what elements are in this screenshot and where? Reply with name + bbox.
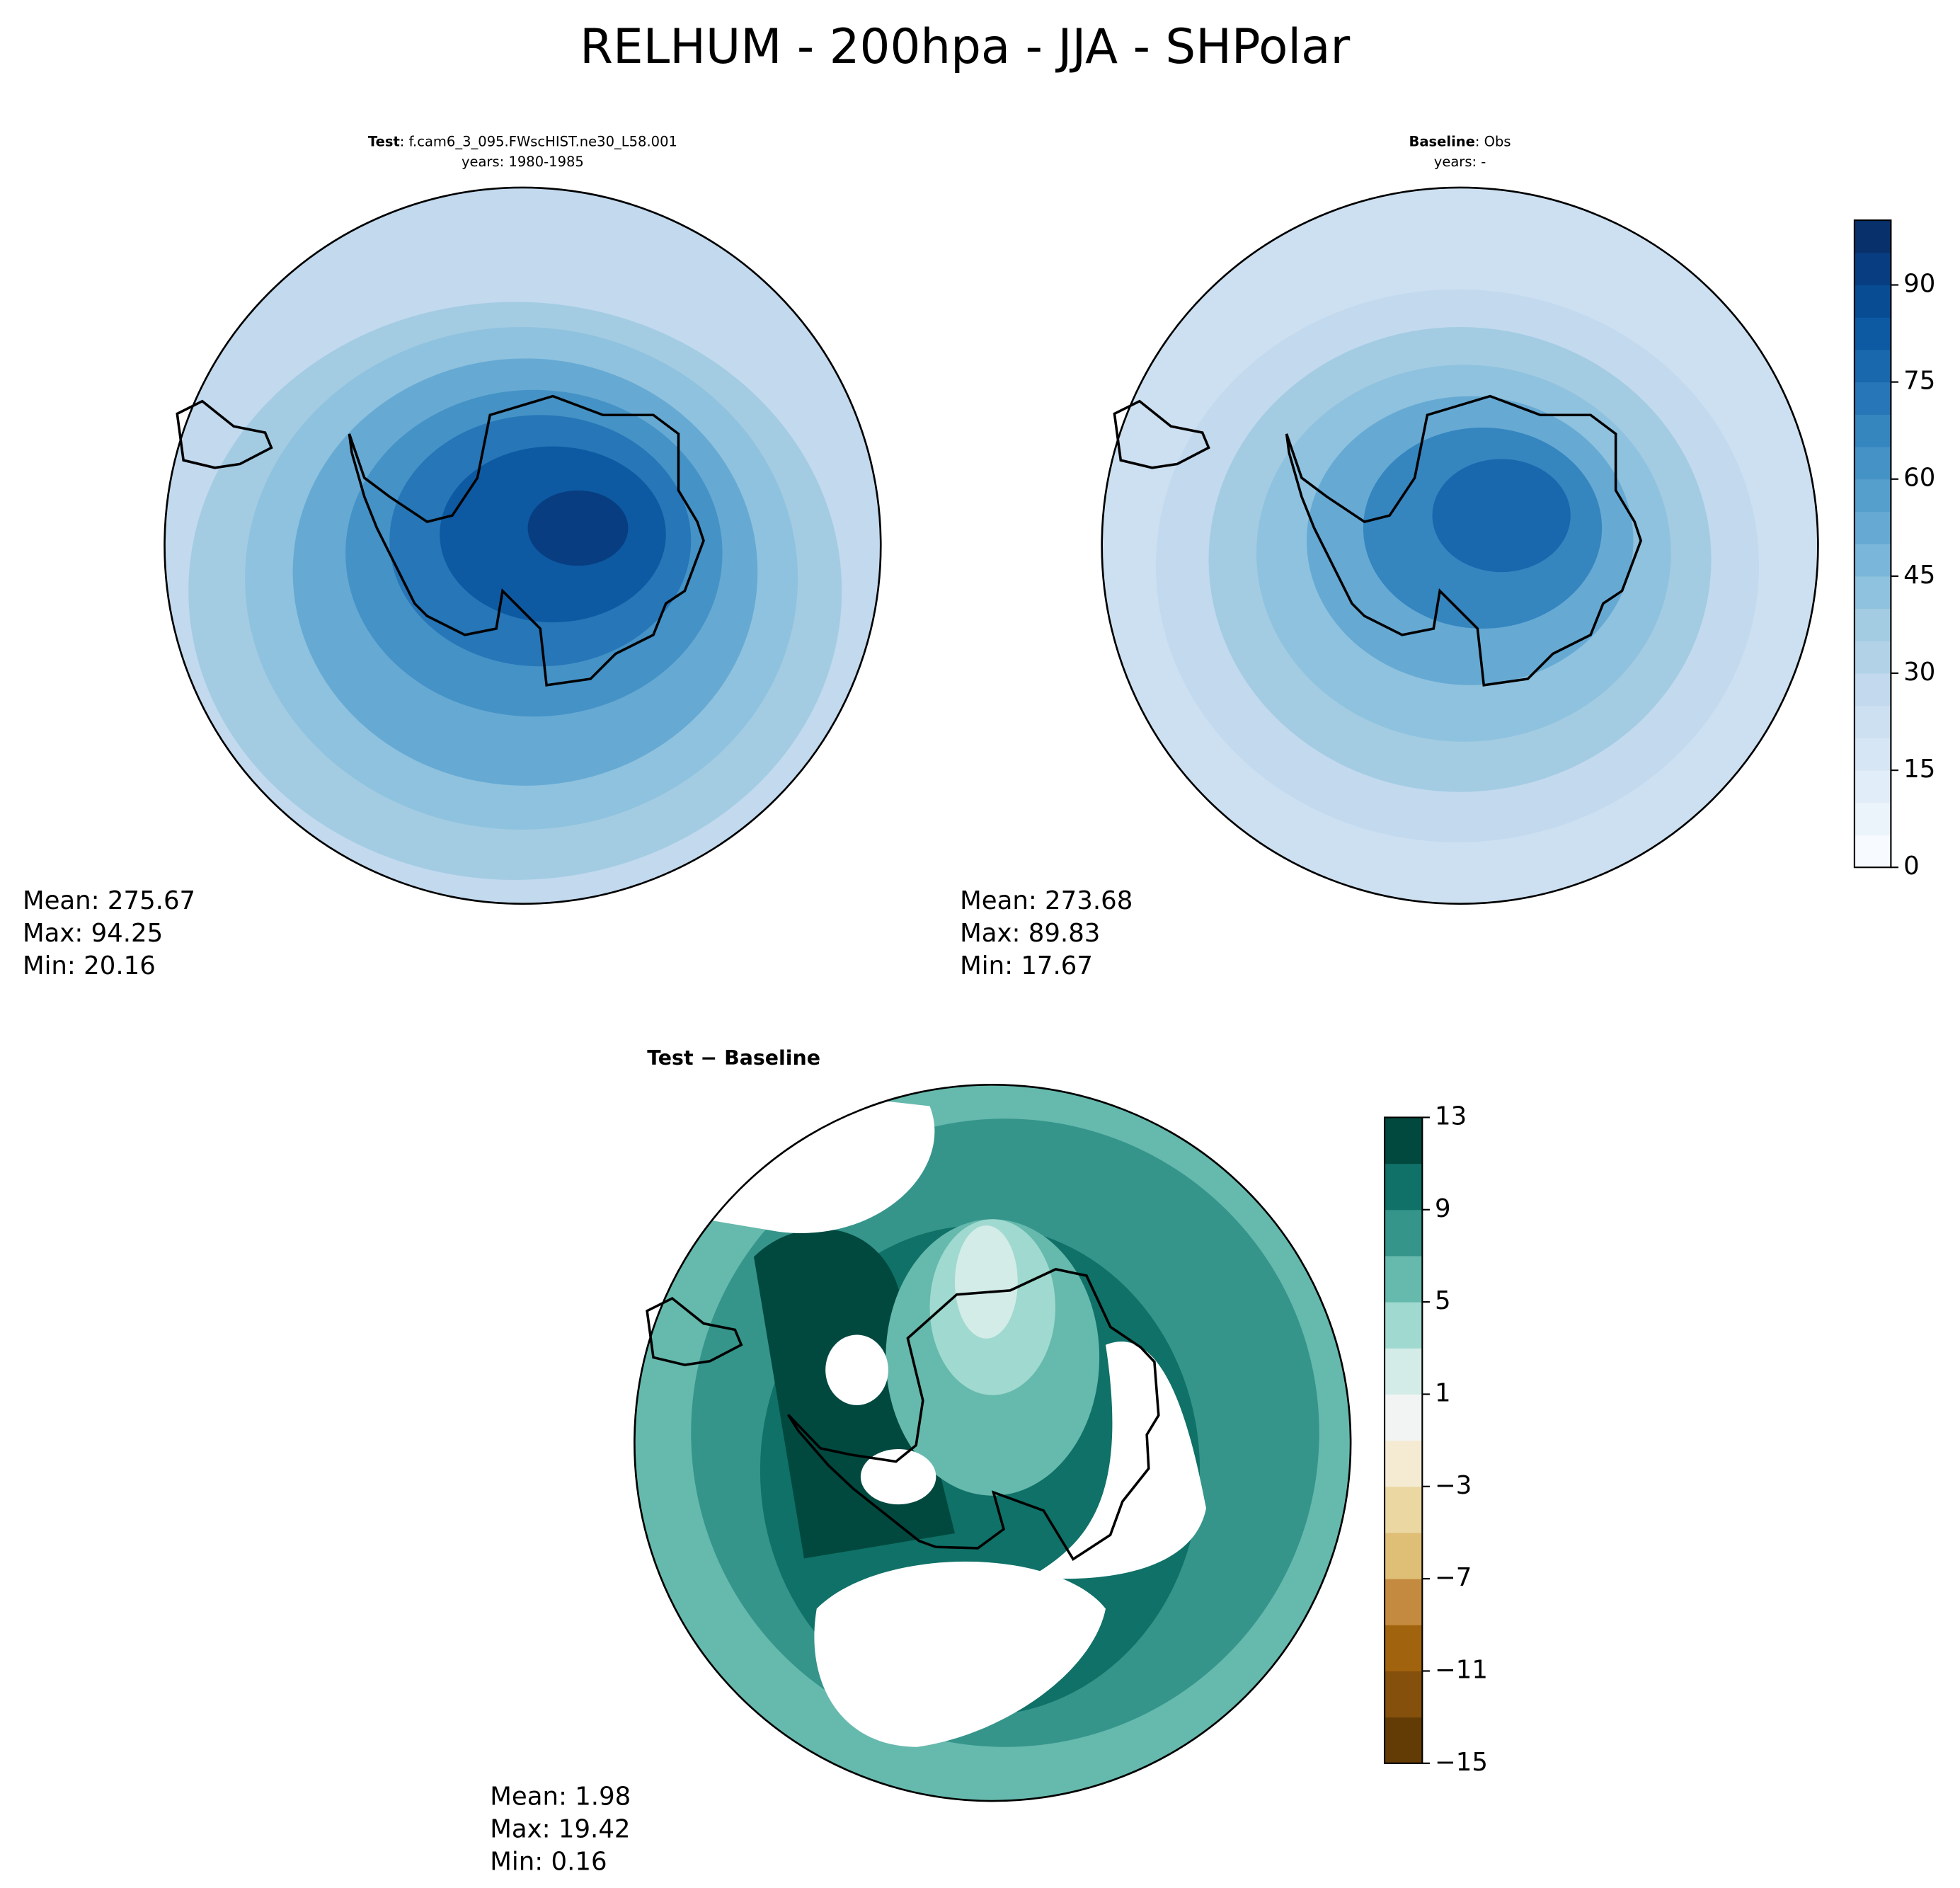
figure-title: RELHUM - 200hpa - JJA - SHPolar xyxy=(580,18,1350,74)
colorbar-band xyxy=(1385,1440,1423,1487)
panel-stat: Max: 89.83 xyxy=(960,919,1100,948)
panel-title: Baseline: Obs xyxy=(1409,133,1511,149)
panel-stat: Mean: 1.98 xyxy=(490,1782,631,1811)
colorbar-band xyxy=(1854,382,1891,415)
colorbar-band xyxy=(1854,285,1891,318)
colorbar-band xyxy=(1385,1394,1423,1441)
colorbar-band xyxy=(1854,608,1891,641)
colorbar-tick-label: 0 xyxy=(1903,852,1920,881)
colorbar-tick-label: 30 xyxy=(1903,658,1935,687)
colorbar-band xyxy=(1854,576,1891,610)
colorbar-band xyxy=(1854,835,1891,868)
colorbar-band xyxy=(1854,770,1891,803)
panel-stat: Mean: 275.67 xyxy=(23,886,195,915)
panel-stat: Min: 0.16 xyxy=(490,1848,607,1877)
colorbar-tick-label: −7 xyxy=(1435,1563,1472,1592)
colorbar-band xyxy=(1854,447,1891,480)
colorbar-tick-label: −3 xyxy=(1435,1471,1472,1500)
panel-title: Test − Baseline xyxy=(647,1046,820,1070)
colorbar-band xyxy=(1385,1302,1423,1349)
colorbar-tick-label: 1 xyxy=(1435,1378,1451,1407)
colorbar-band xyxy=(1385,1348,1423,1395)
colorbar-band xyxy=(1385,1117,1423,1165)
colorbar-tick-label: 9 xyxy=(1435,1194,1451,1223)
colorbar-frame xyxy=(1853,219,1892,869)
panel-years: years: - xyxy=(1434,154,1486,170)
colorbar-tick-label: 45 xyxy=(1903,561,1935,590)
colorbar-tick-label: −15 xyxy=(1435,1748,1488,1777)
colorbar-tick-label: 60 xyxy=(1903,464,1935,493)
colorbar-band xyxy=(1854,414,1891,447)
map-difference xyxy=(634,1085,1351,1802)
panel-stat: Max: 94.25 xyxy=(23,919,163,948)
colorbar-band xyxy=(1385,1579,1423,1625)
colorbar-band xyxy=(1854,641,1891,674)
panel-stat: Max: 19.42 xyxy=(490,1815,630,1844)
colorbar-band xyxy=(1854,220,1891,253)
colorbar-band xyxy=(1385,1486,1423,1533)
colorbar-band xyxy=(1854,349,1891,383)
colorbar-band xyxy=(1854,802,1891,836)
colorbar-band xyxy=(1854,479,1891,512)
colorbar-band xyxy=(1854,511,1891,544)
colorbar-band xyxy=(1854,317,1891,350)
map-test xyxy=(164,187,881,904)
panel-stat: Min: 20.16 xyxy=(23,951,156,980)
colorbar-band xyxy=(1854,673,1891,706)
colorbar-tick-label: 15 xyxy=(1903,755,1935,784)
colorbar-tick-label: 13 xyxy=(1435,1102,1467,1131)
colorbar-tick-label: 5 xyxy=(1435,1286,1451,1315)
colorbar-band xyxy=(1385,1163,1423,1211)
panel-stat: Min: 17.67 xyxy=(960,951,1093,980)
colorbar-band xyxy=(1385,1532,1423,1579)
panel-years: years: 1980-1985 xyxy=(462,154,584,170)
colorbar-band xyxy=(1385,1255,1423,1303)
colorbar-tick-label: 75 xyxy=(1903,367,1935,396)
colorbar-tick-label: −11 xyxy=(1435,1655,1488,1684)
colorbar-band xyxy=(1854,544,1891,577)
panel-stat: Mean: 273.68 xyxy=(960,886,1133,915)
colorbar-band xyxy=(1385,1209,1423,1257)
colorbar-band xyxy=(1385,1625,1423,1671)
colorbar-band xyxy=(1385,1717,1423,1764)
panel-title: Test: f.cam6_3_095.FWscHIST.ne30_L58.001 xyxy=(368,133,677,149)
colorbar-band xyxy=(1854,738,1891,771)
map-baseline xyxy=(1101,187,1818,904)
colorbar-band xyxy=(1385,1671,1423,1718)
colorbar-tick-label: 90 xyxy=(1903,270,1935,299)
colorbar-frame xyxy=(1383,1116,1423,1764)
colorbar-band xyxy=(1854,705,1891,738)
colorbar-band xyxy=(1854,252,1891,286)
